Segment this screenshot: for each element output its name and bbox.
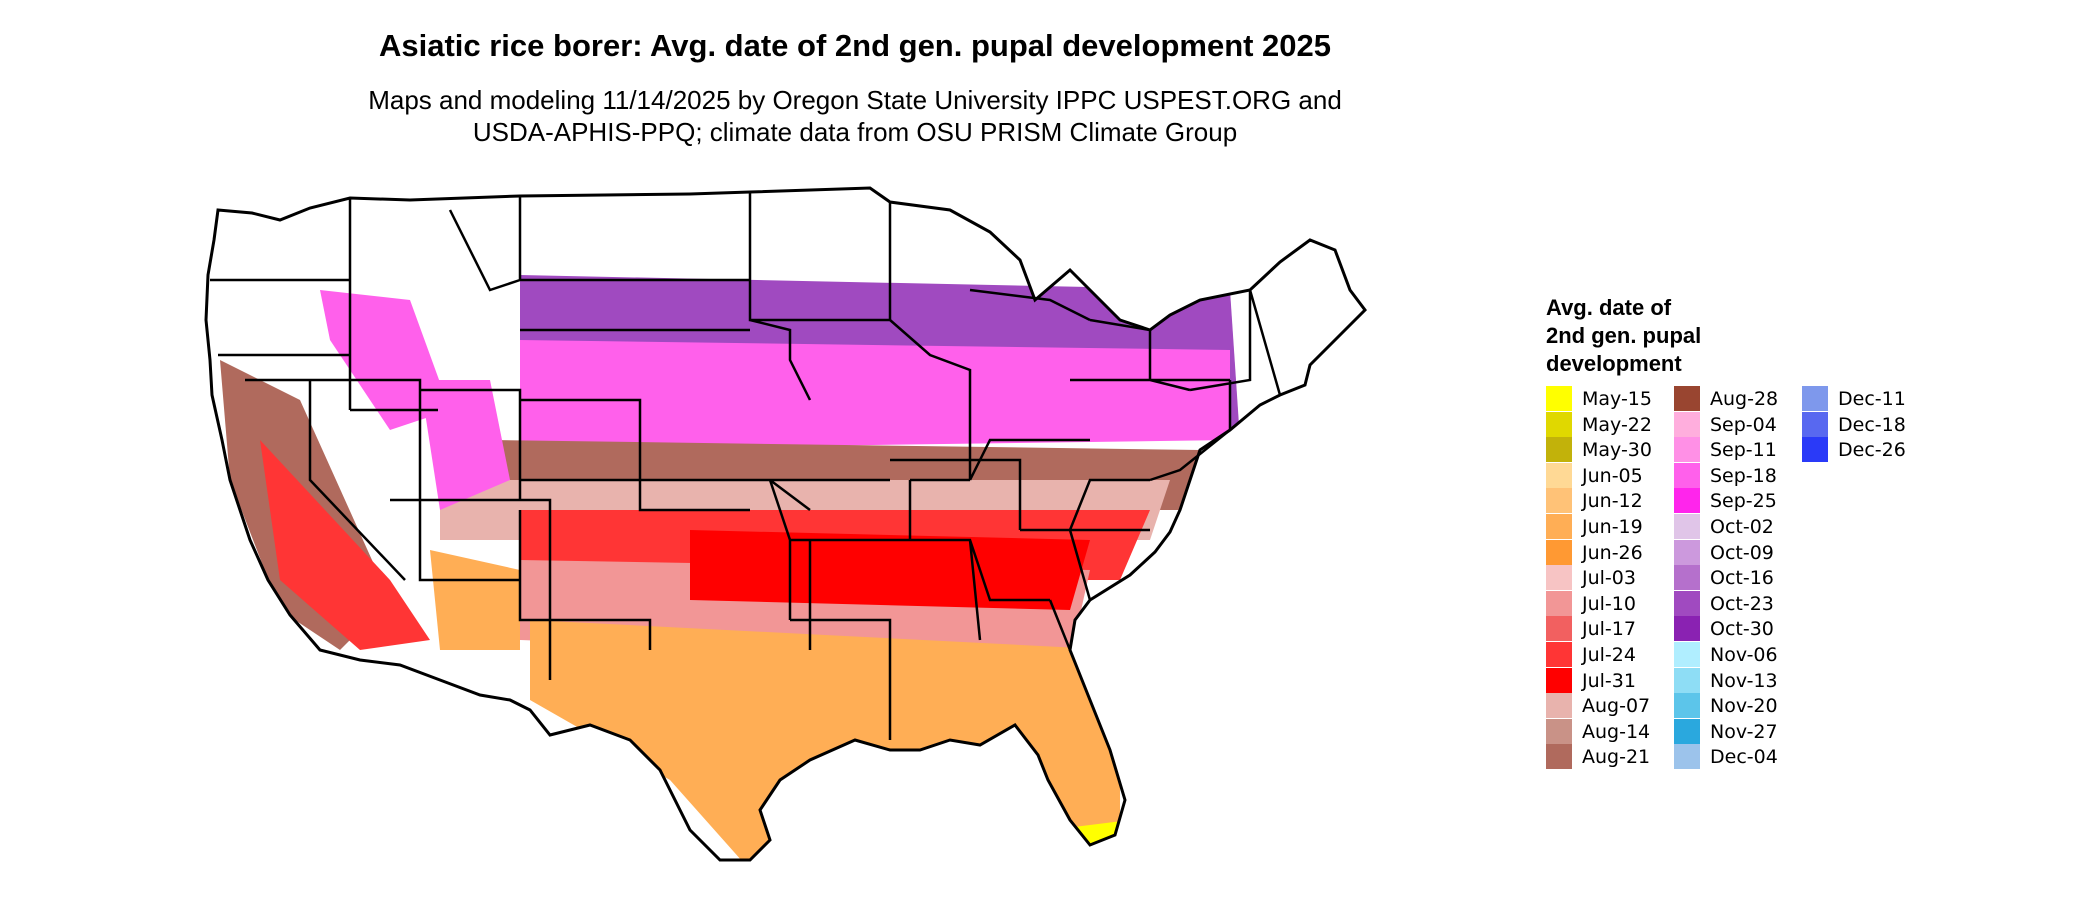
map-band xyxy=(520,340,1230,450)
map-band xyxy=(430,550,520,650)
legend: Avg. date of 2nd gen. pupal development … xyxy=(1546,294,1906,770)
legend-label: Nov-06 xyxy=(1710,644,1778,666)
legend-label: Nov-13 xyxy=(1710,669,1778,692)
legend-swatch xyxy=(1674,386,1700,411)
legend-swatch xyxy=(1674,437,1700,463)
legend-swatch xyxy=(1546,718,1572,744)
legend-label: Sep-04 xyxy=(1710,413,1777,436)
state-borders xyxy=(204,186,1367,862)
legend-label: Jul-31 xyxy=(1582,669,1636,692)
legend-label: Jun-05 xyxy=(1582,464,1643,487)
map-band xyxy=(260,440,430,650)
us-outline xyxy=(204,186,1367,862)
legend-label: Jun-12 xyxy=(1582,490,1643,513)
map-band xyxy=(690,530,1090,610)
legend-swatch xyxy=(1674,565,1700,591)
legend-label: May-15 xyxy=(1582,388,1652,410)
legend-swatch xyxy=(1674,642,1700,667)
legend-label: Nov-20 xyxy=(1710,695,1778,718)
legend-label: Dec-04 xyxy=(1710,746,1778,769)
map-band xyxy=(320,290,450,430)
legend-label: Dec-11 xyxy=(1838,388,1906,410)
map-title: Asiatic rice borer: Avg. date of 2nd gen… xyxy=(378,28,1332,63)
legend-swatch xyxy=(1546,616,1572,642)
legend-swatch xyxy=(1674,539,1700,565)
legend-swatch xyxy=(1674,667,1700,693)
legend-swatch xyxy=(1674,616,1700,642)
legend-swatch xyxy=(1546,667,1572,693)
legend-swatch xyxy=(1546,488,1572,514)
legend-swatch xyxy=(1674,744,1700,770)
legend-swatch xyxy=(1546,539,1572,565)
legend-swatch xyxy=(1674,514,1700,539)
legend-label: Aug-14 xyxy=(1582,720,1651,743)
map-subtitle: Maps and modeling 11/14/2025 by Oregon S… xyxy=(0,84,1710,148)
legend-label: Sep-11 xyxy=(1710,439,1777,462)
legend-swatch xyxy=(1546,411,1572,437)
us-map xyxy=(204,186,1367,862)
legend-label: Jun-26 xyxy=(1582,541,1643,564)
legend-swatch xyxy=(1674,488,1700,514)
legend-label: Aug-28 xyxy=(1710,388,1779,410)
legend-swatch xyxy=(1546,590,1572,616)
legend-label: Oct-16 xyxy=(1710,567,1774,590)
legend-label: Jul-17 xyxy=(1582,618,1636,641)
legend-swatch xyxy=(1546,437,1572,463)
legend-title-line-2: 2nd gen. pupal xyxy=(1546,323,1702,348)
legend-swatch xyxy=(1546,693,1572,719)
legend-label: Dec-26 xyxy=(1838,439,1906,462)
legend-swatch xyxy=(1674,718,1700,744)
legend-label: Aug-07 xyxy=(1582,695,1651,718)
legend-label: Oct-23 xyxy=(1710,592,1774,615)
legend-label: Jul-10 xyxy=(1582,592,1636,615)
legend-label: May-30 xyxy=(1582,439,1652,462)
legend-label: May-22 xyxy=(1582,413,1652,436)
map-band xyxy=(420,380,510,510)
legend-swatch xyxy=(1546,744,1572,770)
legend-swatch xyxy=(1546,462,1572,488)
legend-swatch xyxy=(1674,590,1700,616)
legend-swatch xyxy=(1546,386,1572,411)
legend-title-line-3: development xyxy=(1546,351,1682,376)
legend-label: Sep-18 xyxy=(1710,464,1777,487)
state-lines xyxy=(210,192,1282,740)
legend-label: Sep-25 xyxy=(1710,490,1777,513)
legend-swatch xyxy=(1674,411,1700,437)
legend-label: Jul-24 xyxy=(1582,644,1636,666)
legend-label: Jun-19 xyxy=(1582,516,1643,538)
subtitle-line-2: USDA-APHIS-PPQ; climate data from OSU PR… xyxy=(472,117,1238,147)
map-bands xyxy=(220,275,1240,860)
legend-swatch xyxy=(1802,386,1828,411)
legend-label: Aug-21 xyxy=(1582,746,1651,769)
legend-label: Oct-09 xyxy=(1710,541,1774,564)
legend-swatch xyxy=(1674,693,1700,719)
legend-swatch xyxy=(1674,462,1700,488)
legend-label: Oct-30 xyxy=(1710,618,1774,641)
legend-title: Avg. date of 2nd gen. pupal development xyxy=(1546,294,1786,378)
legend-swatch xyxy=(1802,411,1828,437)
legend-label: Jul-03 xyxy=(1582,567,1636,590)
legend-swatch xyxy=(1546,565,1572,591)
legend-title-line-1: Avg. date of xyxy=(1546,295,1672,320)
legend-label: Oct-02 xyxy=(1710,516,1774,538)
legend-swatch xyxy=(1546,514,1572,539)
subtitle-line-1: Maps and modeling 11/14/2025 by Oregon S… xyxy=(368,85,1342,115)
legend-label: Dec-18 xyxy=(1838,413,1906,436)
legend-swatch xyxy=(1802,437,1828,463)
legend-label: Nov-27 xyxy=(1710,720,1778,743)
legend-swatch xyxy=(1546,642,1572,667)
